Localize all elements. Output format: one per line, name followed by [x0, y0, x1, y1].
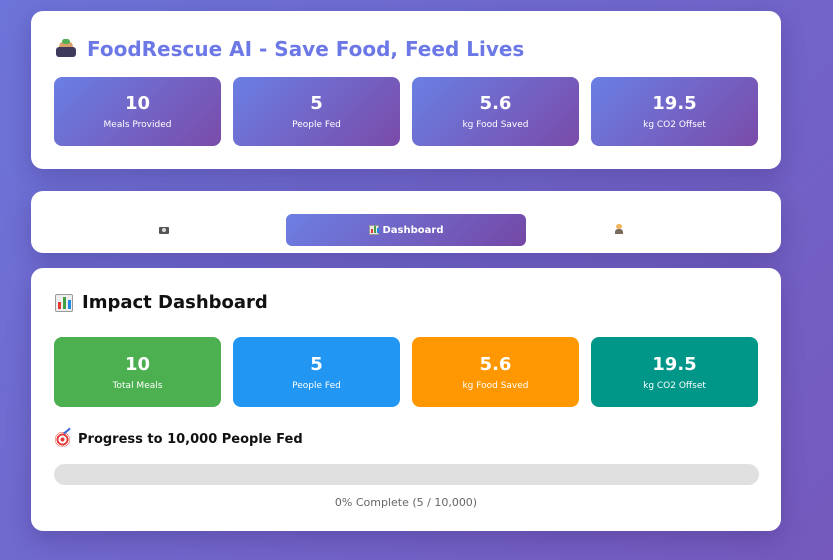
- stat-co2-offset: 19.5 kg CO2 Offset: [591, 77, 758, 146]
- stat-label: kg Food Saved: [462, 120, 529, 130]
- stat-label: People Fed: [292, 380, 341, 391]
- dashboard-title: Impact Dashboard: [55, 292, 268, 313]
- stat-value: 10: [124, 353, 151, 375]
- stat-label: kg Food Saved: [462, 380, 529, 391]
- chart-icon: [368, 225, 379, 235]
- stat-people-fed: 5 People Fed: [233, 77, 400, 146]
- bowl-icon: [55, 38, 77, 60]
- progress-bar: [54, 464, 759, 485]
- person-icon: [614, 224, 624, 234]
- progress-text: 0% Complete (5 / 10,000): [334, 496, 478, 509]
- stat-co2-offset: 19.5 kg CO2 Offset: [591, 337, 758, 407]
- chart-icon: [55, 293, 73, 312]
- stat-value: 5: [310, 93, 323, 114]
- stat-food-saved: 5.6 kg Food Saved: [412, 77, 579, 146]
- stat-label: kg CO2 Offset: [643, 120, 706, 130]
- stat-value: 5: [310, 353, 323, 375]
- stat-value: 5.6: [479, 93, 512, 114]
- stat-label: People Fed: [292, 120, 341, 130]
- stat-meals-provided: 10 Meals Provided: [54, 77, 221, 146]
- stat-label: kg CO2 Offset: [643, 380, 706, 391]
- dashboard-title-text: Impact Dashboard: [82, 292, 268, 313]
- stat-label: Meals Provided: [103, 120, 172, 130]
- tab-bar: Dashboard: [31, 191, 781, 253]
- header-stats: 10 Meals Provided 5 People Fed 5.6 kg Fo…: [54, 77, 758, 146]
- stat-value: 10: [124, 93, 151, 114]
- stat-value: 19.5: [652, 93, 697, 114]
- tab-label: Dashboard: [382, 224, 444, 236]
- stat-value: 19.5: [652, 353, 697, 375]
- app-title: FoodRescue AI - Save Food, Feed Lives: [55, 37, 524, 61]
- tab-scan[interactable]: [46, 213, 286, 245]
- dashboard-stats: 10 Total Meals 5 People Fed 5.6 kg Food …: [54, 337, 758, 407]
- stat-value: 5.6: [479, 353, 512, 375]
- progress-title: Progress to 10,000 People Fed: [55, 432, 303, 447]
- target-icon: [55, 432, 70, 447]
- app-title-text: FoodRescue AI - Save Food, Feed Lives: [87, 37, 525, 61]
- stat-total-meals: 10 Total Meals: [54, 337, 221, 407]
- tab-profile[interactable]: [501, 213, 741, 245]
- dashboard-card: Impact Dashboard 10 Total Meals 5 People…: [31, 268, 781, 531]
- header-card: FoodRescue AI - Save Food, Feed Lives 10…: [31, 11, 781, 169]
- progress-title-text: Progress to 10,000 People Fed: [78, 432, 303, 447]
- camera-icon: [159, 226, 169, 234]
- stat-people-fed: 5 People Fed: [233, 337, 400, 407]
- stat-label: Total Meals: [112, 380, 163, 391]
- tab-dashboard[interactable]: Dashboard: [286, 214, 526, 246]
- stat-food-saved: 5.6 kg Food Saved: [412, 337, 579, 407]
